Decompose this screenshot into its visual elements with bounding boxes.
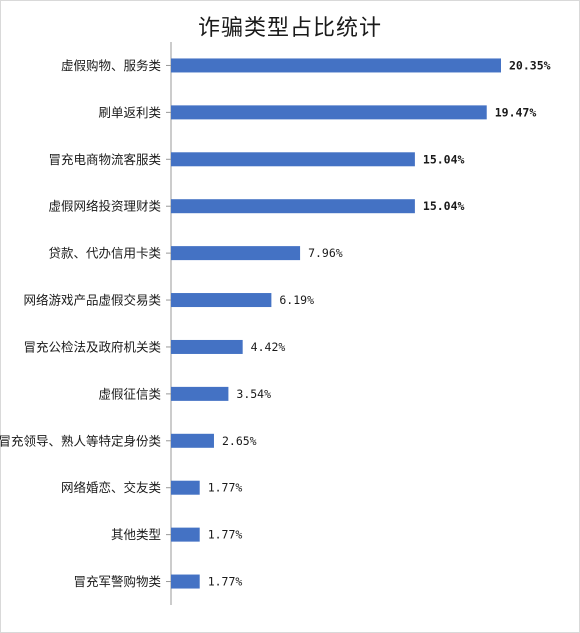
bar xyxy=(171,199,415,214)
bar xyxy=(171,433,214,448)
bar xyxy=(171,58,501,73)
data-label: 1.77% xyxy=(208,481,243,495)
data-label: 1.77% xyxy=(208,528,243,542)
category-label: 网络游戏产品虚假交易类 xyxy=(23,293,161,308)
bar xyxy=(171,293,272,308)
category-label: 冒充军警购物类 xyxy=(73,574,161,589)
data-label: 6.19% xyxy=(279,293,314,307)
category-label: 其他类型 xyxy=(111,527,161,542)
bar xyxy=(171,480,200,495)
data-label: 2.65% xyxy=(222,434,257,448)
bar xyxy=(171,339,243,354)
data-label: 1.77% xyxy=(208,575,243,589)
bar xyxy=(171,105,487,120)
category-label: 刷单返利类 xyxy=(98,105,161,120)
data-label: 15.04% xyxy=(423,152,465,166)
bar xyxy=(171,246,301,261)
bar xyxy=(171,386,229,401)
data-label: 19.47% xyxy=(495,105,537,119)
bar xyxy=(171,527,200,542)
category-label: 冒充领导、熟人等特定身份类 xyxy=(0,433,161,448)
category-label: 虚假购物、服务类 xyxy=(61,58,162,73)
category-label: 虚假网络投资理财类 xyxy=(48,199,161,214)
category-label: 冒充电商物流客服类 xyxy=(48,152,161,167)
data-label: 7.96% xyxy=(308,246,343,260)
category-label: 贷款、代办信用卡类 xyxy=(48,246,161,261)
category-label: 网络婚恋、交友类 xyxy=(61,480,162,495)
category-label: 冒充公检法及政府机关类 xyxy=(23,339,161,354)
data-label: 20.35% xyxy=(509,58,551,72)
data-label: 15.04% xyxy=(423,199,465,213)
data-label: 4.42% xyxy=(251,340,286,354)
bar xyxy=(171,152,415,167)
chart-title: 诈骗类型占比统计 xyxy=(197,16,382,41)
bar xyxy=(171,574,200,589)
category-label: 虚假征信类 xyxy=(98,386,161,401)
data-label: 3.54% xyxy=(236,387,271,401)
